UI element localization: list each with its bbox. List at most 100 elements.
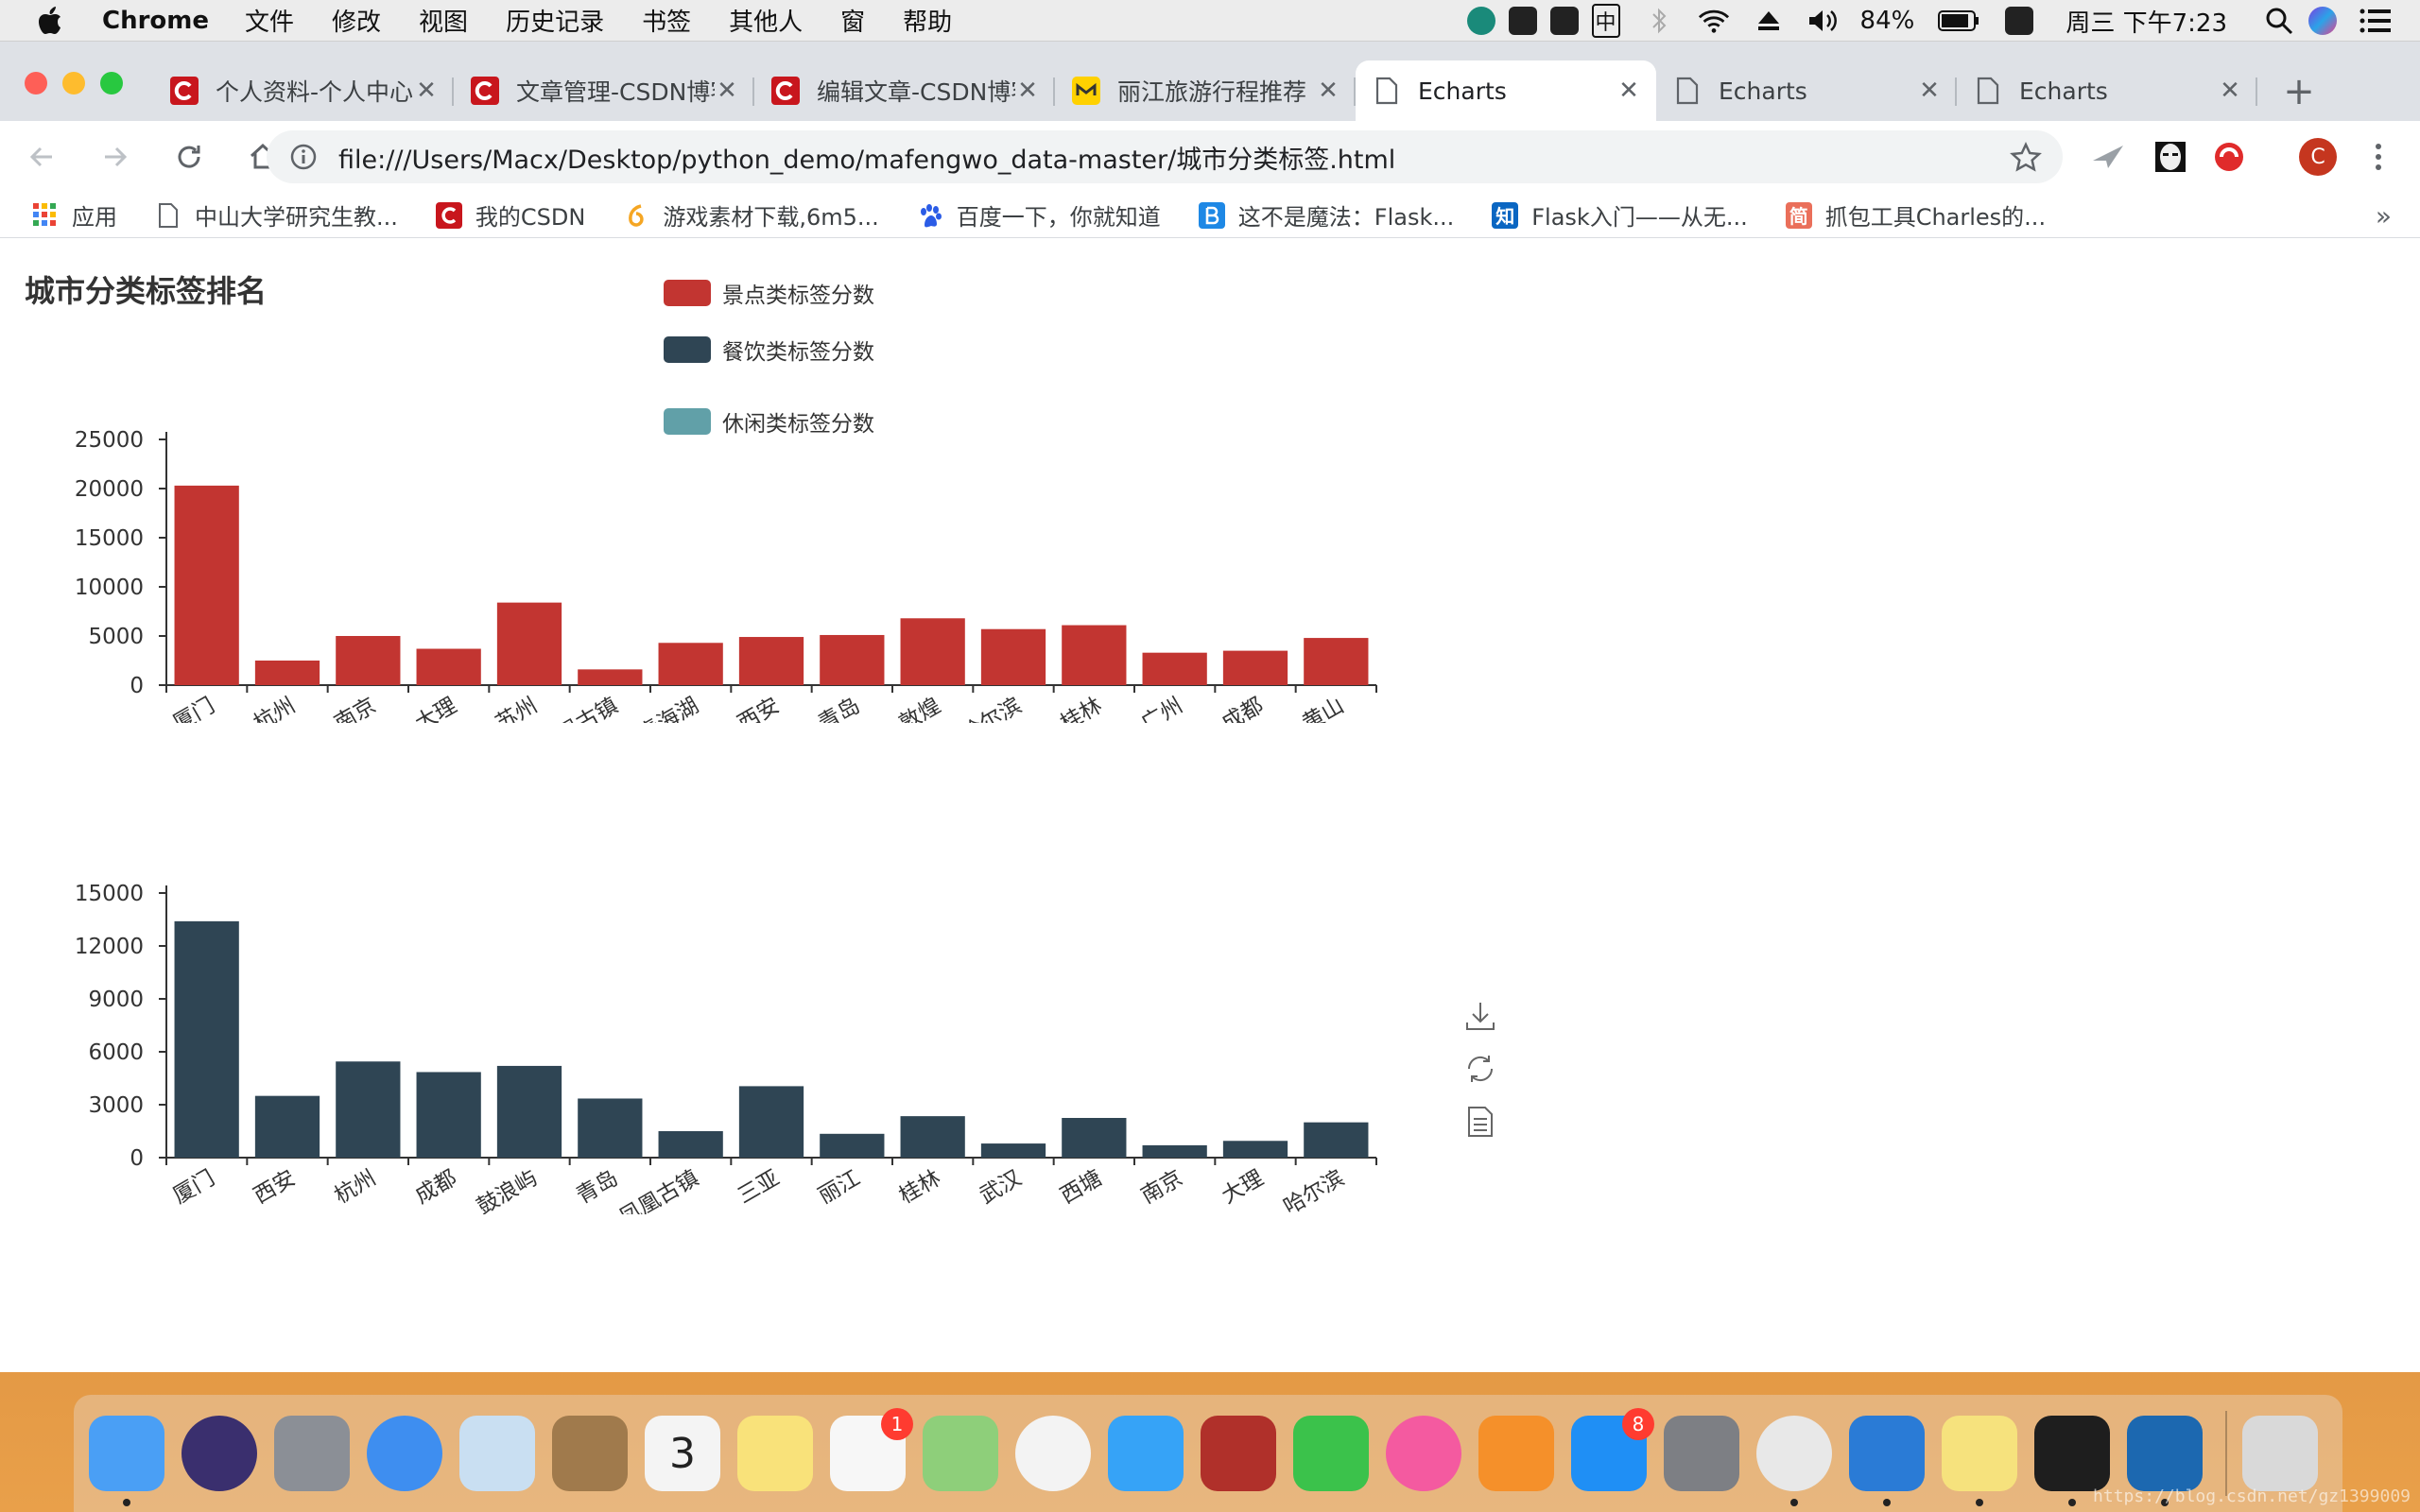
legend-item-leisure[interactable]: 休闲类标签分数 <box>664 405 874 438</box>
forward-button[interactable] <box>96 138 134 176</box>
tab-2[interactable]: 编辑文章-CSDN博客 ✕ <box>754 60 1055 121</box>
dock-maps-icon[interactable] <box>923 1416 998 1491</box>
zhihu-icon: 知 <box>1492 201 1519 229</box>
minimize-window-button[interactable] <box>62 72 85 94</box>
bookmark-item[interactable]: 游戏素材下载,6m5... <box>623 198 879 232</box>
tab-close-icon[interactable]: ✕ <box>1017 77 1038 105</box>
tab-close-icon[interactable]: ✕ <box>1919 77 1940 105</box>
bookmark-label: 我的CSDN <box>475 204 586 231</box>
tab-3[interactable]: 丽江旅游行程推荐 ✕ <box>1055 60 1356 121</box>
tab-5[interactable]: Echarts ✕ <box>1656 60 1957 121</box>
extension-red-circle-icon[interactable] <box>2210 138 2248 176</box>
menubar-clock[interactable]: 周三 下午7:23 <box>2066 9 2227 38</box>
dock-launchpad-icon[interactable] <box>274 1416 350 1491</box>
dock-finder-icon[interactable] <box>89 1416 164 1506</box>
bookmark-item[interactable]: 简抓包工具Charles的... <box>1785 198 2046 232</box>
menu-edit[interactable]: 修改 <box>332 9 382 37</box>
dock-notes-icon[interactable] <box>737 1416 813 1491</box>
reload-button[interactable] <box>170 138 208 176</box>
menu-app-name[interactable]: Chrome <box>102 6 210 35</box>
bookmark-item[interactable]: 中山大学研究生教... <box>155 198 398 232</box>
url-text[interactable]: file:///Users/Macx/Desktop/python_demo/m… <box>338 145 1396 175</box>
address-bar[interactable]: file:///Users/Macx/Desktop/python_demo/m… <box>267 130 2063 183</box>
menu-window[interactable]: 窗 <box>840 9 866 37</box>
dock-xcode-icon[interactable] <box>1849 1416 1925 1506</box>
save-as-image-icon[interactable] <box>1461 997 1499 1035</box>
dock-terminal-icon[interactable] <box>2034 1416 2110 1506</box>
battery-icon[interactable] <box>1937 7 1980 35</box>
dock-chrome-icon[interactable] <box>1756 1416 1832 1506</box>
tray-mic-icon[interactable] <box>1549 7 1579 35</box>
tab-close-icon[interactable]: ✕ <box>1318 77 1339 105</box>
dock-messages-icon[interactable] <box>1108 1416 1184 1491</box>
dock-photos-icon[interactable] <box>1015 1416 1091 1491</box>
dock-stickies-icon[interactable] <box>1942 1416 2017 1506</box>
data-view-icon[interactable] <box>1461 1103 1499 1141</box>
bookmark-item[interactable]: 百度一下，你就知道 <box>917 198 1161 232</box>
menu-people[interactable]: 其他人 <box>729 9 804 37</box>
bluetooth-icon[interactable] <box>1643 7 1675 35</box>
profile-avatar[interactable]: C <box>2299 138 2337 176</box>
wifi-icon[interactable] <box>1698 7 1730 35</box>
dock-contacts-icon[interactable] <box>552 1416 628 1491</box>
tab-6[interactable]: Echarts ✕ <box>1957 60 2257 121</box>
tray-face-icon[interactable] <box>1508 7 1537 35</box>
legend-swatch-leisure <box>664 408 711 435</box>
chrome-menu-icon[interactable] <box>2360 138 2397 176</box>
siri-icon[interactable] <box>2308 7 2337 35</box>
tab-close-icon[interactable]: ✕ <box>416 77 437 105</box>
notification-center-icon[interactable] <box>2360 7 2392 35</box>
dock-vscode-icon[interactable] <box>2127 1416 2203 1506</box>
dock-photo-booth-icon[interactable] <box>1201 1416 1276 1491</box>
tab-close-icon[interactable]: ✕ <box>1618 77 1639 105</box>
bookmark-star-icon[interactable] <box>2010 142 2042 174</box>
dock-trash-icon[interactable] <box>2242 1416 2318 1491</box>
menu-help[interactable]: 帮助 <box>903 9 953 37</box>
dock-facetime-icon[interactable] <box>1293 1416 1369 1491</box>
dock-app-store-icon[interactable]: 8 <box>1571 1408 1654 1491</box>
extension-bird-icon[interactable] <box>2089 138 2127 176</box>
site-info-icon[interactable] <box>289 143 318 171</box>
back-button[interactable] <box>23 138 60 176</box>
tray-app-icon[interactable] <box>1466 7 1495 35</box>
bookmarks-overflow-button[interactable]: » <box>2375 200 2392 232</box>
tab-4[interactable]: Echarts ✕ <box>1356 60 1656 121</box>
tab-close-icon[interactable]: ✕ <box>717 77 737 105</box>
zoom-window-button[interactable] <box>100 72 123 94</box>
tab-0[interactable]: 个人资料-个人中心 ✕ <box>153 60 454 121</box>
restore-icon[interactable] <box>1461 1050 1499 1088</box>
dock-itunes-icon[interactable] <box>1386 1416 1461 1491</box>
volume-icon[interactable] <box>1807 7 1840 35</box>
apple-icon[interactable] <box>38 6 66 36</box>
menu-history[interactable]: 历史记录 <box>506 9 605 37</box>
dock-mail-icon[interactable] <box>459 1416 535 1491</box>
dock-siri-icon[interactable] <box>182 1416 257 1491</box>
legend-item-scenic[interactable]: 景点类标签分数 <box>664 277 874 309</box>
spotlight-search-icon[interactable] <box>2263 7 2295 35</box>
close-window-button[interactable] <box>25 72 47 94</box>
dining-chart-svg: 0 3000 6000 9000 12000 15000 厦门 西安 杭州 成都 鼓浪屿 青岛凤凰古镇… <box>75 882 1377 1214</box>
bookmark-item[interactable]: 知 Flask入门——从无... <box>1492 198 1748 232</box>
dock-calendar-icon[interactable]: 3 <box>645 1416 720 1491</box>
menu-bookmarks[interactable]: 书签 <box>642 9 692 37</box>
x-category-label: 南京 <box>1137 1166 1187 1210</box>
dock-ibooks-icon[interactable] <box>1478 1416 1554 1491</box>
input-method-indicator[interactable]: 中 <box>1591 4 1620 38</box>
dock-safari-icon[interactable] <box>367 1416 442 1491</box>
tray-s-icon[interactable] <box>2005 7 2034 35</box>
extension-mask-icon[interactable] <box>2152 138 2189 176</box>
tab-title: 文章管理-CSDN博客 <box>516 78 715 106</box>
eject-icon[interactable] <box>1753 7 1785 35</box>
bookmark-item[interactable]: 我的CSDN <box>435 198 586 232</box>
menu-view[interactable]: 视图 <box>419 9 469 37</box>
page-title: 城市分类标签排名 <box>25 273 268 309</box>
tab-1[interactable]: 文章管理-CSDN博客 ✕ <box>454 60 754 121</box>
bookmark-item[interactable]: 这不是魔法：Flask... <box>1198 198 1454 232</box>
new-tab-button[interactable]: + <box>2283 70 2315 113</box>
dock-reminders-icon[interactable]: 1 <box>830 1408 913 1491</box>
tab-close-icon[interactable]: ✕ <box>2220 77 2240 105</box>
dock-system-preferences-icon[interactable] <box>1664 1416 1739 1491</box>
bookmark-item[interactable]: 应用 <box>32 198 117 232</box>
menu-file[interactable]: 文件 <box>245 9 295 37</box>
legend-item-dining[interactable]: 餐饮类标签分数 <box>664 334 874 366</box>
